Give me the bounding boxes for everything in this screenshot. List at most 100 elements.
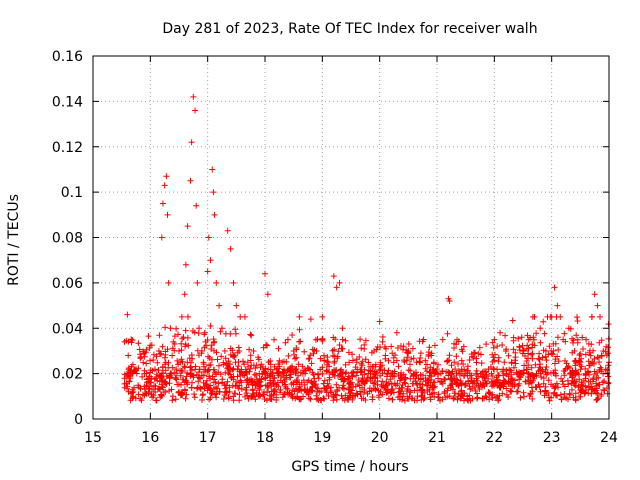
data-point — [330, 273, 337, 280]
y-tick-label: 0 — [74, 412, 83, 428]
data-point — [124, 311, 131, 318]
data-point — [173, 366, 180, 373]
data-point — [456, 370, 463, 377]
data-point — [153, 375, 160, 382]
data-point — [376, 318, 383, 325]
data-point — [342, 370, 349, 377]
data-point — [319, 313, 326, 320]
data-point — [348, 381, 354, 388]
data-point — [158, 234, 165, 241]
data-point — [130, 393, 137, 400]
data-point — [147, 379, 154, 386]
data-point — [250, 347, 257, 354]
data-point — [399, 381, 406, 388]
data-point — [150, 357, 157, 364]
data-point — [560, 336, 567, 343]
data-point — [164, 211, 171, 218]
data-point — [474, 370, 481, 377]
y-tick-label: 0.1 — [61, 185, 83, 201]
data-point — [551, 284, 558, 291]
point-cloud — [121, 313, 612, 404]
data-point — [531, 313, 538, 320]
data-point — [221, 347, 228, 354]
data-point — [182, 261, 189, 268]
data-point — [284, 336, 291, 343]
data-point — [256, 370, 263, 377]
data-point — [216, 302, 223, 309]
data-point — [188, 139, 195, 146]
data-point — [169, 352, 176, 359]
tick-labels: 15 16 17 18 19 20 21 22 23 24 0 0.02 0.04 0.06 0.08 0.1… — [52, 49, 618, 446]
data-point — [262, 270, 268, 277]
y-axis-label: ROTI / TECUs — [6, 194, 22, 286]
data-point — [462, 381, 469, 388]
data-point — [542, 347, 549, 354]
data-point — [565, 325, 572, 332]
data-point — [241, 313, 248, 320]
data-point — [207, 257, 214, 264]
data-point — [264, 291, 271, 298]
data-point — [422, 375, 429, 382]
y-tick-label: 0.02 — [52, 367, 83, 383]
data-point — [167, 325, 174, 332]
y-tick-label: 0.16 — [52, 49, 83, 65]
data-point — [236, 347, 243, 354]
x-tick-label: 18 — [256, 430, 274, 446]
data-point — [439, 336, 446, 343]
data-points — [121, 93, 612, 404]
data-point — [359, 375, 366, 382]
data-point — [224, 227, 231, 234]
x-tick-label: 23 — [543, 430, 561, 446]
data-point — [121, 338, 128, 345]
data-point — [411, 370, 418, 377]
x-tick-label: 15 — [84, 430, 102, 446]
x-tick-label: 19 — [313, 430, 331, 446]
y-tick-label: 0.14 — [52, 94, 83, 110]
data-point — [479, 381, 486, 388]
data-point — [279, 359, 286, 366]
data-point — [163, 173, 170, 180]
data-point — [508, 359, 515, 366]
y-tick-label: 0.12 — [52, 140, 83, 156]
data-point — [198, 347, 205, 354]
data-point — [211, 211, 218, 218]
x-tick-label: 24 — [600, 430, 618, 446]
data-point — [184, 223, 191, 230]
data-point — [497, 329, 504, 336]
data-point — [405, 347, 412, 354]
data-point — [416, 359, 423, 366]
data-point — [514, 370, 521, 377]
data-point — [583, 336, 590, 343]
data-point — [336, 279, 343, 286]
data-point — [196, 325, 203, 332]
data-point — [557, 313, 564, 320]
data-point — [227, 245, 234, 252]
plot-frame — [92, 55, 610, 420]
data-point — [353, 359, 360, 366]
data-point — [600, 347, 607, 354]
data-point — [219, 325, 225, 332]
data-point — [209, 166, 216, 173]
data-point — [339, 325, 346, 332]
data-point — [370, 347, 377, 354]
data-point — [204, 268, 211, 275]
data-point — [525, 336, 532, 343]
data-point — [176, 347, 182, 354]
axes — [92, 55, 610, 420]
data-point — [178, 313, 185, 320]
data-point — [244, 359, 251, 366]
data-point — [187, 177, 194, 184]
data-point — [170, 338, 177, 345]
data-point — [230, 279, 237, 286]
data-point — [434, 366, 440, 373]
data-point — [382, 352, 389, 359]
gridlines — [93, 56, 609, 419]
data-point — [233, 302, 240, 309]
data-point — [210, 189, 217, 196]
data-point — [554, 302, 561, 309]
data-point — [588, 313, 595, 320]
x-tick-label: 16 — [141, 430, 159, 446]
data-point — [125, 388, 132, 395]
data-point — [193, 202, 200, 209]
